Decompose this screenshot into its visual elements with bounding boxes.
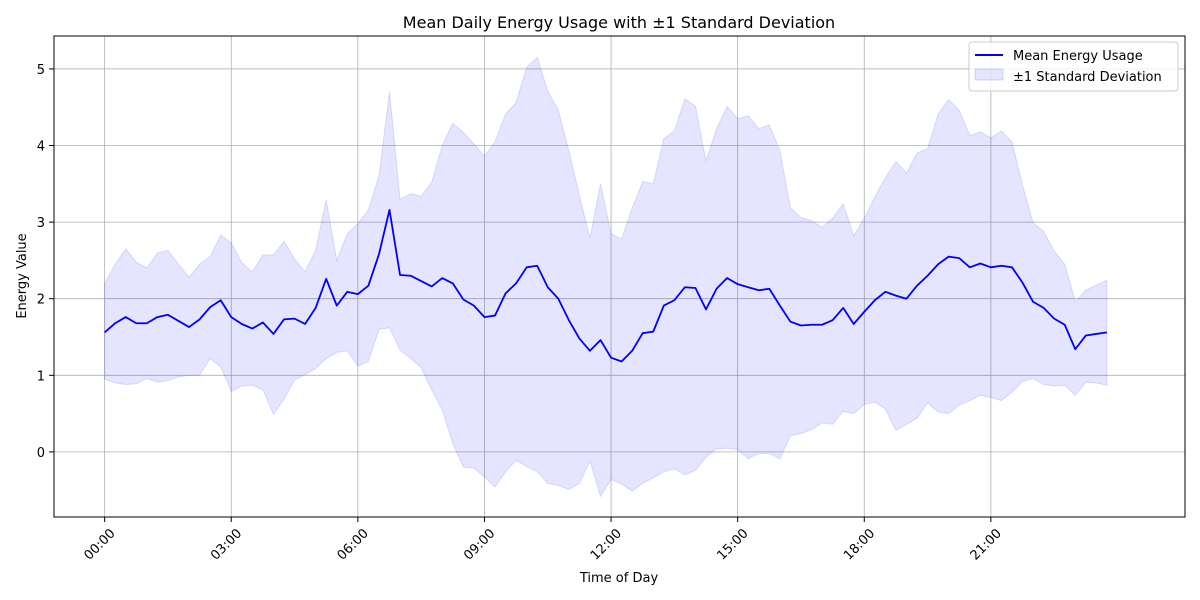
std-deviation-band bbox=[104, 56, 1108, 498]
plot-frame bbox=[53, 35, 1186, 518]
y-tick-label: 5 bbox=[37, 63, 45, 78]
mean-energy-line bbox=[104, 208, 1108, 363]
mean-line-layer bbox=[104, 208, 1108, 363]
y-tick-label: 4 bbox=[37, 140, 45, 155]
legend-label-mean: Mean Energy Usage bbox=[1013, 49, 1143, 64]
legend-label-std: ±1 Standard Deviation bbox=[1013, 70, 1162, 85]
x-axis-title: Time of Day bbox=[579, 571, 659, 586]
y-tick-label: 0 bbox=[37, 446, 45, 461]
y-tick-label: 3 bbox=[37, 216, 45, 231]
legend-band-swatch bbox=[974, 68, 1004, 81]
y-axis-title: Energy Value bbox=[15, 233, 30, 318]
y-tick-label: 1 bbox=[37, 369, 45, 384]
gridlines bbox=[54, 36, 1185, 517]
chart-title: Mean Daily Energy Usage with ±1 Standard… bbox=[403, 13, 835, 32]
legend: Mean Energy Usage ±1 Standard Deviation bbox=[968, 41, 1179, 92]
y-tick-label: 2 bbox=[37, 293, 45, 308]
legend-box bbox=[968, 41, 1179, 92]
y-axis-ticks: 0 1 2 3 4 5 bbox=[37, 63, 54, 461]
std-band-layer bbox=[104, 56, 1108, 498]
